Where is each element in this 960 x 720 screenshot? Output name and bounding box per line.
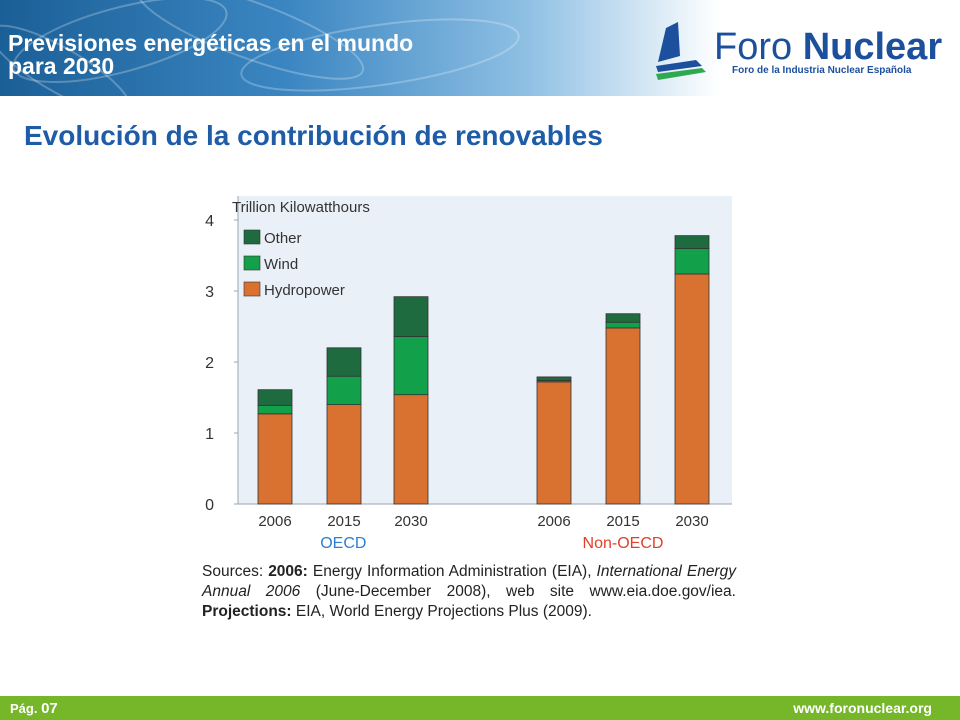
bar-hydropower-3	[536, 381, 572, 505]
logo-name-regular: Foro	[714, 26, 803, 68]
y-tick-label: 1	[205, 426, 214, 443]
y-tick-label: 0	[205, 497, 214, 514]
bar-other-2	[393, 296, 429, 337]
x-tick-label: 2006	[258, 513, 291, 530]
y-tick-label: 3	[205, 284, 214, 301]
logo-name: Foro Nuclear	[714, 28, 942, 66]
legend-swatch	[243, 229, 261, 245]
slide-title: Evolución de la contribución de renovabl…	[24, 120, 603, 151]
sources-website: web site www.eia.doe.gov/iea.	[506, 583, 736, 600]
footer-bar: Pág. 07 www.foronuclear.org	[0, 696, 960, 720]
sources-projections-label: Projections:	[202, 603, 292, 620]
page-number: Pág. 07	[10, 700, 58, 717]
header-band: Previsiones energéticas en el mundo para…	[0, 0, 960, 96]
page-label: Pág.	[10, 701, 38, 716]
x-tick-label: 2015	[606, 513, 639, 530]
header-title-line2: para 2030	[8, 53, 115, 79]
logo-mark-icon	[656, 22, 706, 80]
bar-wind-0	[257, 404, 293, 415]
x-tick-label: 2006	[537, 513, 570, 530]
sources-2006-label: 2006:	[268, 563, 308, 580]
bar-wind-2	[393, 336, 429, 396]
group-label: OECD	[320, 535, 366, 552]
chart-container: 0 1 2 3 4 Trillion Kilowatthours 2006 2015 2030 2…	[180, 180, 740, 650]
legend-label: Other	[264, 230, 302, 247]
sources-publication: International Energy Annual 2006	[202, 563, 736, 600]
foro-nuclear-logo: Foro Nuclear Foro de la Industria Nuclea…	[652, 20, 942, 82]
header-decor-graphic	[0, 0, 520, 96]
bar-hydropower-5	[674, 273, 710, 505]
header-title-line1: Previsiones energéticas en el mundo	[8, 30, 414, 56]
footer-website-link[interactable]: www.foronuclear.org	[793, 700, 932, 716]
bar-hydropower-0	[257, 413, 293, 505]
sources-note: Sources: 2006: Energy Information Admini…	[202, 562, 736, 622]
y-axis-label: Trillion Kilowatthours	[232, 199, 370, 216]
plot-background	[238, 196, 732, 504]
logo-name-bold: Nuclear	[802, 26, 943, 68]
y-tick-label: 2	[205, 355, 214, 372]
stacked-bar-chart: 0 1 2 3 4 Trillion Kilowatthours 2006 2015 2030 2…	[205, 196, 732, 552]
x-tick-label: 2030	[394, 513, 427, 530]
legend-label: Hydropower	[264, 282, 345, 299]
bar-hydropower-2	[393, 394, 429, 505]
x-tick-label: 2015	[327, 513, 360, 530]
legend-swatch	[243, 255, 261, 271]
bar-other-0	[257, 389, 293, 406]
header-title: Previsiones energéticas en el mundo para…	[8, 32, 528, 78]
bar-hydropower-4	[605, 327, 641, 505]
group-label: Non-OECD	[583, 535, 664, 552]
sources-pub-date: (June-December 2008),	[315, 583, 491, 600]
page-number-value: 07	[41, 700, 58, 717]
bar-hydropower-1	[326, 404, 362, 505]
legend-swatch	[243, 281, 261, 297]
bar-wind-1	[326, 375, 362, 405]
sources-label: Sources:	[202, 563, 264, 580]
bar-other-4	[605, 313, 641, 323]
bar-wind-5	[674, 248, 710, 275]
legend-label: Wind	[264, 256, 298, 273]
sources-projections-text: EIA, World Energy Projections Plus (2009…	[295, 603, 592, 620]
x-tick-label: 2030	[675, 513, 708, 530]
logo-subtitle: Foro de la Industria Nuclear Española	[732, 65, 912, 76]
bar-other-3	[536, 376, 572, 381]
y-tick-label: 4	[205, 213, 214, 230]
bar-other-1	[326, 347, 362, 377]
sources-eia-text: Energy Information Administration (EIA),	[312, 563, 592, 580]
bar-other-5	[674, 235, 710, 249]
bar-wind-4	[605, 321, 641, 329]
